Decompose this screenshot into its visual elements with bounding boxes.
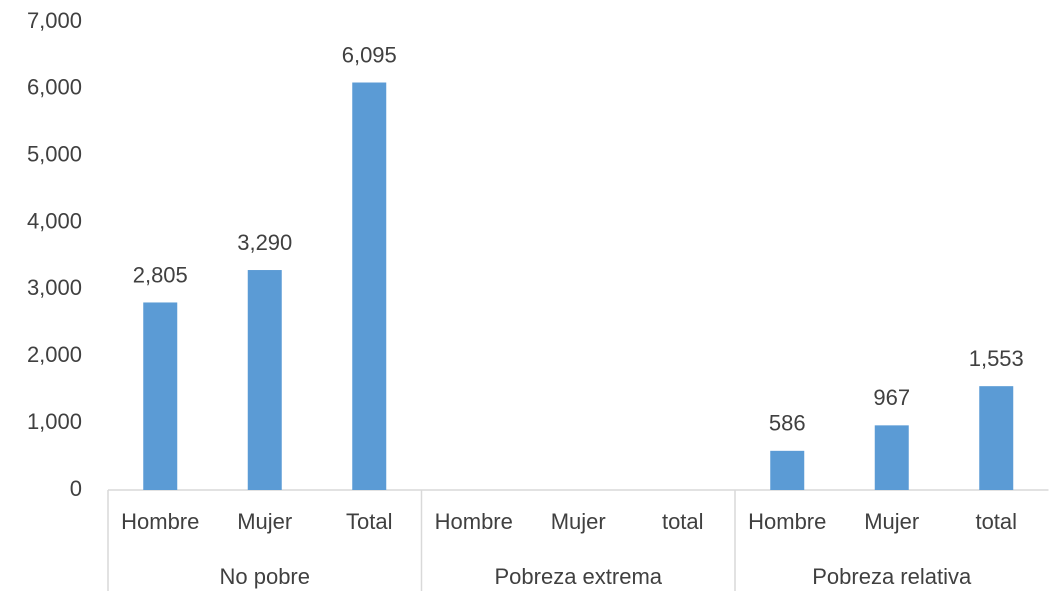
x-tick-label: Total [346,509,392,534]
data-label: 1,553 [969,346,1024,371]
x-tick-label: Hombre [748,509,826,534]
y-tick-label: 4,000 [27,208,82,233]
x-tick-label: Hombre [121,509,199,534]
y-tick-label: 6,000 [27,75,82,100]
data-label: 586 [769,411,806,436]
data-label: 6,095 [342,42,397,67]
y-tick-label: 5,000 [27,142,82,167]
bar [770,450,805,490]
y-tick-label: 7,000 [27,8,82,33]
group-label: Pobreza relativa [812,564,972,589]
x-tick-label: total [662,509,704,534]
x-tick-label: Hombre [435,509,513,534]
y-tick-label: 3,000 [27,275,82,300]
group-label: Pobreza extrema [494,564,662,589]
x-tick-label: Mujer [864,509,919,534]
bar [143,302,178,490]
bar [979,386,1014,490]
data-label: 3,290 [237,230,292,255]
group-label: No pobre [219,564,310,589]
data-label: 967 [873,385,910,410]
bar [352,82,387,491]
data-label: 2,805 [133,262,188,287]
y-tick-label: 2,000 [27,342,82,367]
x-tick-label: Mujer [551,509,606,534]
bar [247,270,282,490]
y-tick-label: 0 [70,476,82,501]
bar [874,425,909,490]
x-tick-label: Mujer [237,509,292,534]
y-tick-label: 1,000 [27,409,82,434]
x-tick-label: total [975,509,1017,534]
